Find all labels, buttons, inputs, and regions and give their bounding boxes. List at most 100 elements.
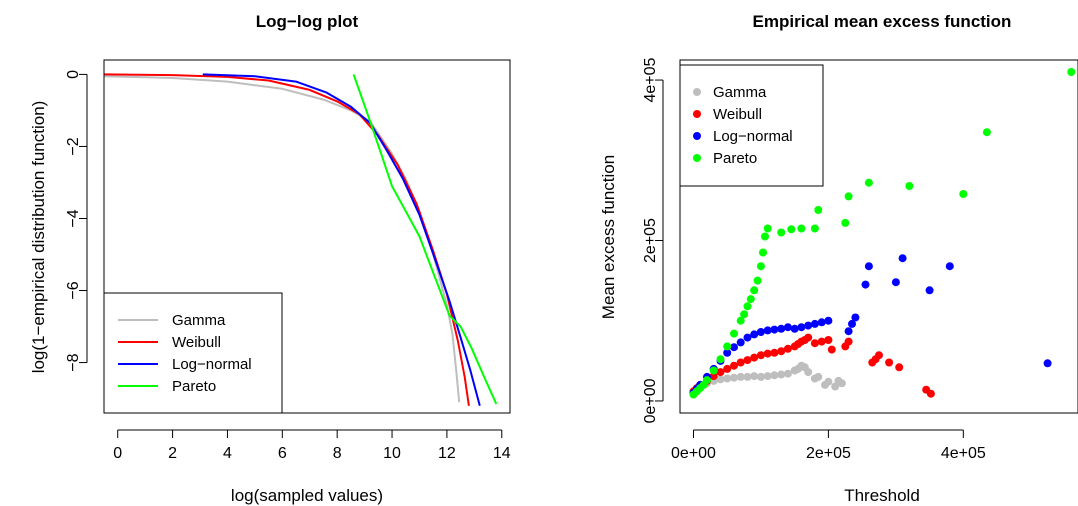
data-point-log-normal [925,286,934,295]
y-tick-label: 2e+05 [642,218,659,263]
chart-panel-2: Empirical mean excess function Threshold M… [599,12,1078,505]
data-point-gamma [743,372,752,381]
data-point-weibull [777,347,786,356]
data-point-pareto [740,310,749,319]
data-point-weibull [844,337,853,346]
data-point-weibull [709,372,718,381]
data-point-gamma [736,372,745,381]
data-point-log-normal [817,318,826,327]
data-point-weibull [756,351,765,360]
data-point-log-normal [736,338,745,347]
data-point-log-normal [723,348,732,357]
data-point-gamma [837,379,846,388]
data-point-log-normal [891,278,900,287]
data-point-weibull [736,358,745,367]
data-point-pareto [959,190,968,198]
legend-box [103,292,283,414]
y-tick-label: −8 [65,353,82,371]
x-tick-label: 2 [168,445,177,462]
data-point-pareto [841,218,850,227]
data-point-pareto [730,329,738,338]
series-line-pareto [352,74,498,405]
data-point-log-normal [790,324,799,333]
x-tick-label: 0e+00 [671,445,716,462]
plot-data [689,68,1076,399]
legend-label-weibull: Weibull [713,106,762,123]
data-point-pareto [746,295,755,304]
data-point-log-normal [730,343,738,352]
data-point-weibull [827,345,836,354]
data-point-gamma [756,372,765,381]
data-point-pareto [810,224,819,233]
data-point-pareto [814,206,823,214]
data-point-pareto [736,316,745,325]
data-point-log-normal [851,313,860,322]
data-point-pareto [743,302,752,311]
data-point-pareto [982,128,991,137]
data-point-pareto [777,228,786,237]
data-point-pareto [797,224,806,233]
legend-swatch-weibull [693,110,701,118]
data-point-log-normal [824,316,833,325]
data-point-gamma [750,372,759,381]
legend-label-log-normal: Log−normal [713,128,793,145]
data-point-log-normal [848,319,856,328]
legend: Gamma Weibull Log−normal Pareto [679,64,824,187]
plot-frame [103,59,511,414]
data-point-log-normal [945,262,954,271]
y-tick-label: −6 [65,281,82,299]
data-point-gamma [770,371,779,380]
data-point-log-normal [810,319,819,328]
plot-data [104,73,498,407]
series-line-log-normal [202,73,481,407]
data-point-gamma [824,377,833,386]
data-point-weibull [763,349,772,358]
x-tick-label: 4 [223,445,232,462]
legend-label-weibull: Weibull [172,334,221,351]
data-point-weibull [824,336,833,344]
x-tick-label: 14 [493,445,511,462]
data-point-pareto [709,366,718,375]
data-point-log-normal [743,333,752,342]
data-point-weibull [810,339,819,348]
data-point-pareto [761,232,769,241]
legend: Gamma Weibull Log−normal Pareto [103,292,283,414]
data-point-weibull [770,348,779,357]
x-axis-label: log(sampled values) [231,486,383,505]
data-point-log-normal [1043,359,1052,368]
data-point-gamma [763,372,772,381]
y-axis-label: log(1−empirical distribution function) [29,101,48,374]
data-point-pareto [703,376,711,385]
data-point-log-normal [797,323,806,332]
legend-label-gamma: Gamma [713,84,767,101]
data-point-pareto [716,355,725,364]
data-point-log-normal [844,327,853,336]
legend-swatch-log-normal [693,132,701,140]
y-tick-label: −4 [65,209,82,227]
data-point-weibull [723,364,732,373]
chart-title: Log−log plot [256,12,359,31]
data-point-pareto [864,178,873,187]
x-tick-label: 2e+05 [806,445,851,462]
data-point-log-normal [763,326,772,335]
data-point-pareto [763,224,772,233]
y-tick-label: 0e+00 [642,378,659,423]
chart-title: Empirical mean excess function [753,12,1012,31]
data-point-pareto [905,182,914,190]
data-point-gamma [716,375,725,384]
data-point-pareto [844,192,853,201]
data-point-gamma [723,374,732,383]
data-point-weibull [730,361,738,370]
chart-panel-1: Log−log plot log(sampled values) log(1−emp… [29,12,511,505]
data-point-gamma [783,369,792,378]
y-tick-label: 4e+05 [642,57,659,102]
legend-label-gamma: Gamma [172,312,226,329]
data-point-log-normal [777,324,786,333]
legend-swatch-gamma [693,88,701,96]
data-point-log-normal [783,323,792,332]
x-tick-label: 10 [383,445,401,462]
data-point-weibull [875,351,883,360]
data-point-gamma [804,368,813,377]
data-point-weibull [895,363,904,372]
